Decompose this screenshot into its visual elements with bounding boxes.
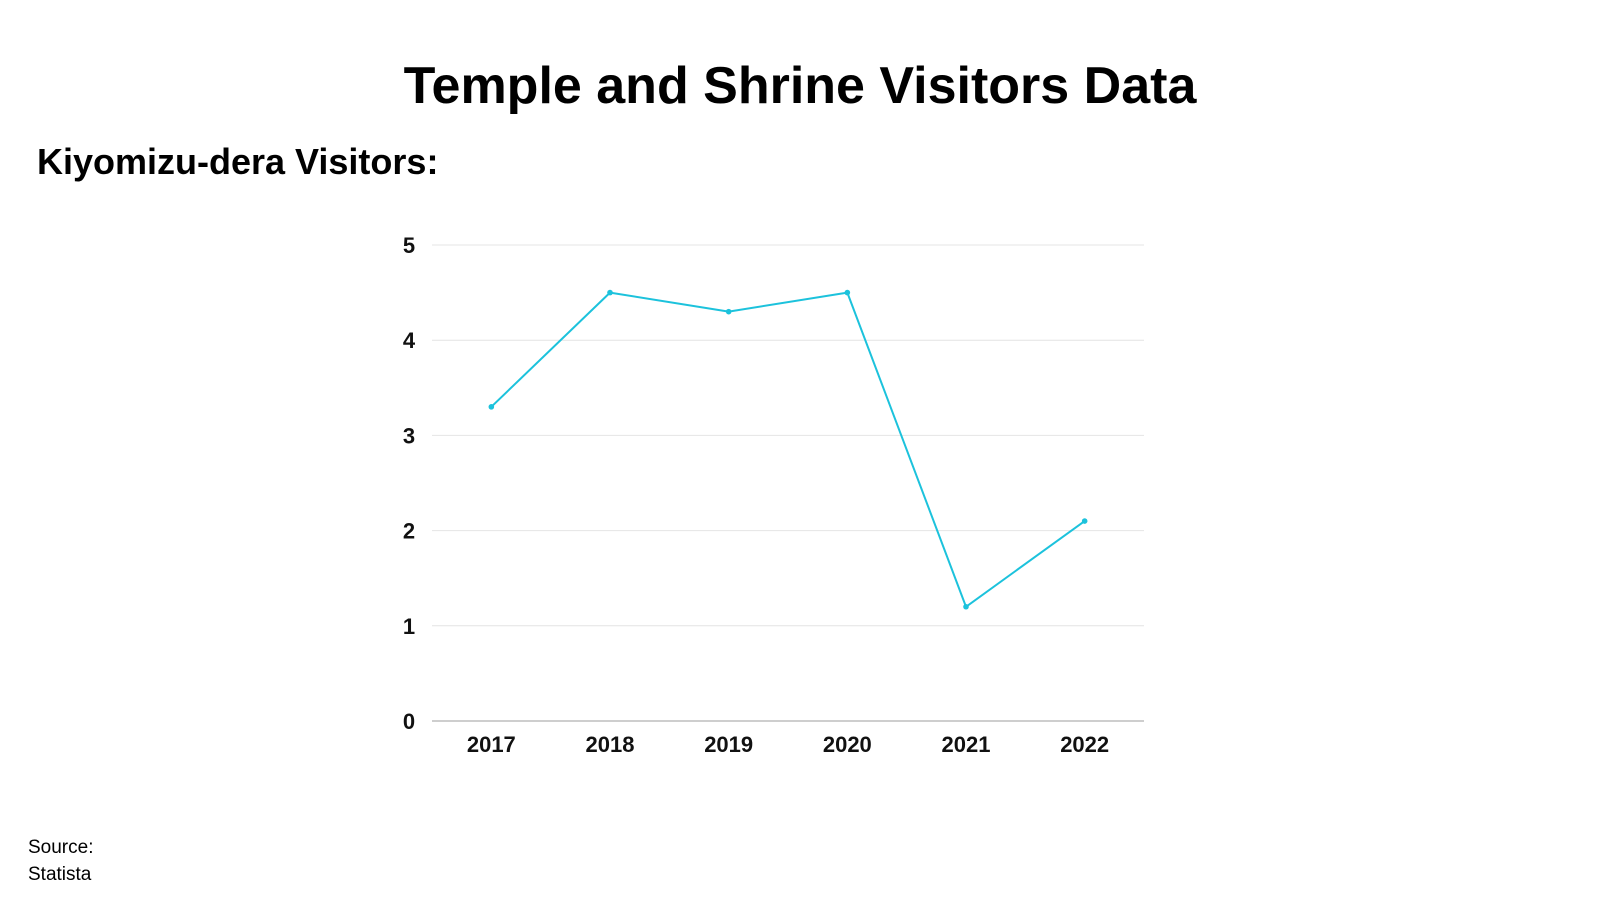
x-tick-label: 2017 — [467, 732, 516, 757]
x-tick-label: 2021 — [942, 732, 991, 757]
series — [488, 289, 1088, 610]
grid-lines — [432, 244, 1144, 627]
y-tick-label: 1 — [403, 614, 415, 639]
source-label: Source: — [28, 837, 94, 858]
data-point — [607, 289, 613, 296]
data-point — [844, 289, 851, 296]
x-tick-label: 2022 — [1060, 732, 1109, 757]
x-tick-label: 2018 — [586, 732, 635, 757]
source-note: Source: Statista — [28, 834, 93, 888]
y-tick-labels: 0 1 2 3 4 5 — [403, 233, 416, 734]
chart-title: Kiyomizu-dera Visitors: — [37, 141, 439, 182]
x-tick-label: 2019 — [704, 732, 753, 757]
y-tick-label: 5 — [403, 233, 415, 258]
x-tick-labels: 2017 2018 2019 2020 2021 2022 — [467, 732, 1109, 757]
x-tick-label: 2020 — [823, 732, 872, 757]
series-line — [490, 291, 1086, 608]
y-tick-label: 3 — [403, 423, 415, 448]
data-point — [488, 404, 495, 410]
data-point — [725, 308, 732, 315]
y-tick-label: 0 — [403, 709, 415, 734]
y-tick-label: 2 — [403, 519, 415, 544]
page-title: Temple and Shrine Visitors Data — [403, 57, 1197, 115]
data-point — [963, 603, 969, 610]
y-tick-label: 4 — [403, 328, 416, 353]
data-point — [1081, 518, 1088, 524]
source-name: Statista — [28, 864, 92, 885]
